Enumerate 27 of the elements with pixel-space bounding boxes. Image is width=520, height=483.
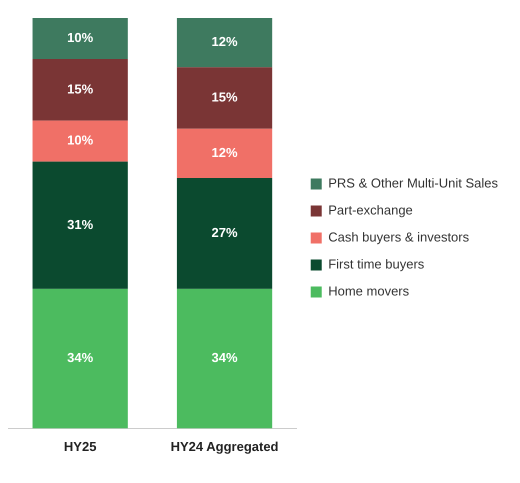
bar [176,18,272,68]
x-tick-label: HY25 [64,438,96,454]
data-label: 12% [212,34,238,50]
data-label: 15% [67,81,94,96]
data-label: 31% [67,216,94,232]
data-label: 10% [67,132,94,148]
data-label: 34% [212,350,238,366]
bar [176,178,272,289]
data-label: 12% [212,145,238,160]
legend-label: Home movers [328,284,410,299]
bar [32,120,128,162]
bar [32,59,128,121]
bar [176,288,272,428]
bar [32,162,128,289]
legend-label: Part-exchange [328,202,413,218]
bar [176,67,272,129]
legend-label: First time buyers [328,256,425,272]
data-label: 34% [67,350,94,366]
data-label: 27% [212,225,238,240]
x-tick-label: HY24 Aggregated [170,438,279,454]
legend-label: Cash buyers & investors [328,230,470,245]
bar [32,288,128,428]
legend-label: PRS & Other Multi-Unit Sales [328,176,498,191]
data-label: 15% [212,90,238,105]
bar [176,128,272,178]
data-label: 10% [67,30,94,46]
bar [32,18,128,60]
